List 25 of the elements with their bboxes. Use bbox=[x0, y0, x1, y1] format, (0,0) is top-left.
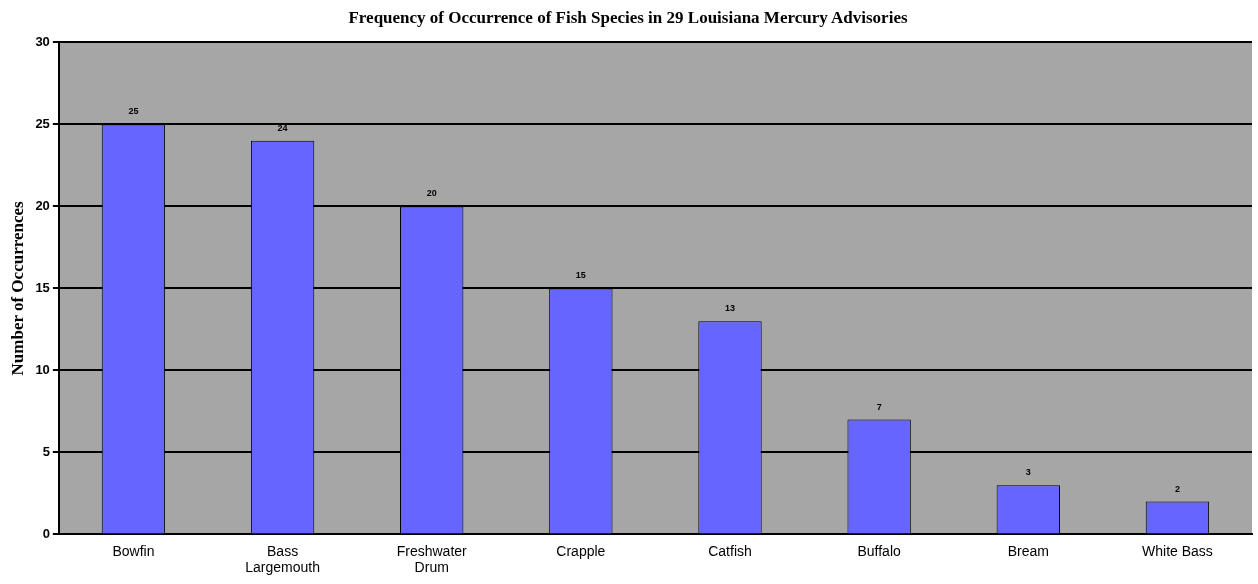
data-label: 13 bbox=[724, 303, 736, 314]
x-tick-label: Bass Largemouth bbox=[245, 542, 320, 576]
y-tick-label: 0 bbox=[42, 525, 50, 541]
data-label: 3 bbox=[1025, 467, 1031, 478]
x-tick-label: Catfish bbox=[708, 542, 752, 559]
x-tick-label: Freshwater Drum bbox=[396, 542, 468, 576]
y-tick-label: 5 bbox=[42, 443, 50, 459]
data-label: 2 bbox=[1174, 483, 1180, 494]
x-tick-label: Buffalo bbox=[857, 542, 902, 559]
y-tick-label: 30 bbox=[35, 33, 50, 49]
x-tick-label: Bream bbox=[1007, 542, 1049, 559]
y-tick-label: 10 bbox=[35, 361, 50, 377]
x-tick-label: White Bass bbox=[1142, 542, 1213, 559]
data-label: 25 bbox=[128, 106, 139, 117]
data-label: 7 bbox=[876, 401, 882, 412]
data-label: 15 bbox=[575, 270, 586, 281]
data-label: 20 bbox=[426, 188, 437, 199]
y-tick-label: 15 bbox=[35, 279, 50, 295]
data-label: 24 bbox=[277, 122, 288, 133]
y-tick-label: 25 bbox=[35, 115, 50, 131]
x-tick-label: Crapple bbox=[556, 542, 606, 559]
y-axis-title: Number of Occurrences bbox=[7, 201, 27, 376]
y-tick-label: 20 bbox=[35, 197, 50, 213]
chart-title: Frequency of Occurrence of Fish Species in 29 Louisiana Mercury Advisories bbox=[348, 7, 908, 27]
x-tick-label: Bowfin bbox=[112, 542, 155, 559]
